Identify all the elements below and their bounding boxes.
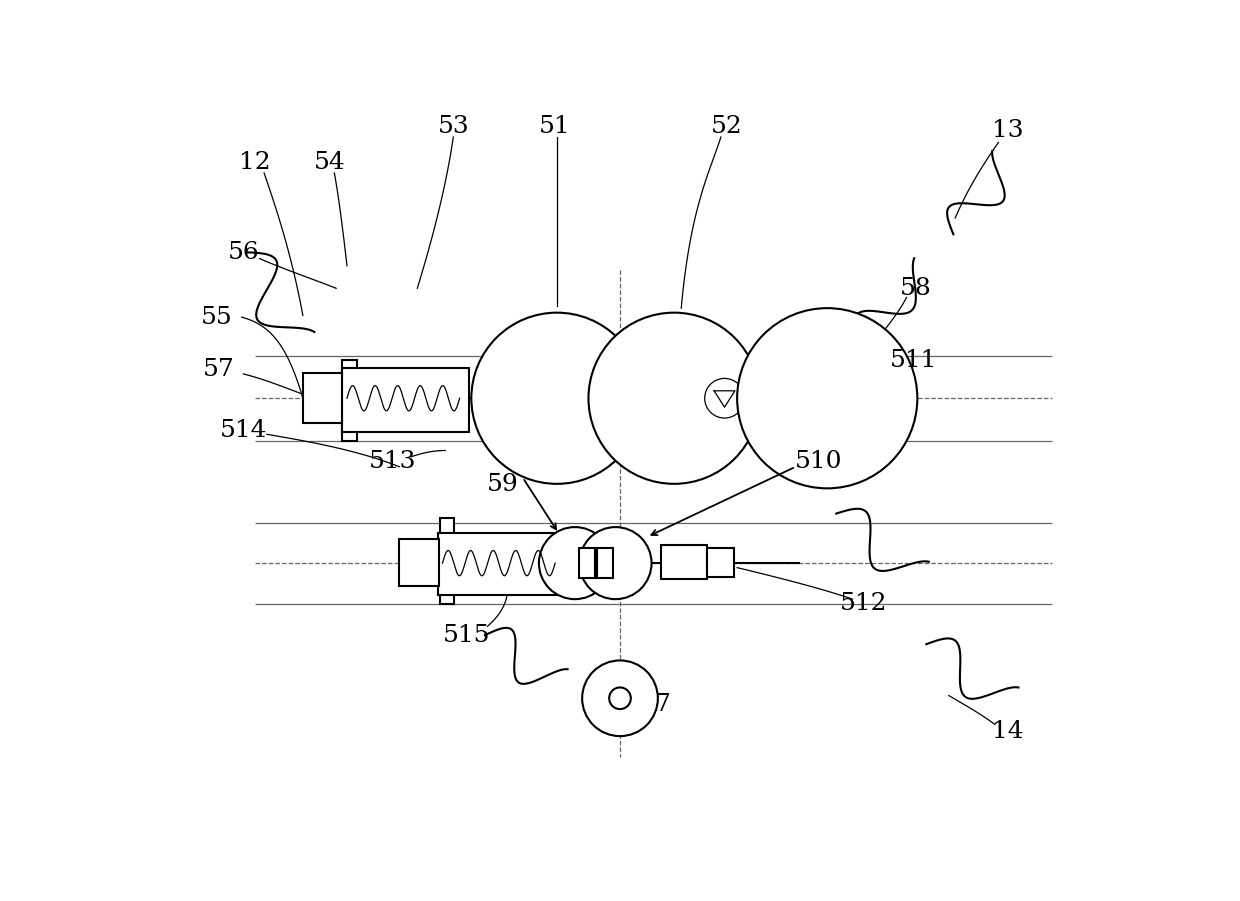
- Text: 59: 59: [487, 473, 518, 496]
- Bar: [342, 360, 357, 441]
- Text: 51: 51: [539, 114, 570, 138]
- Text: 14: 14: [992, 720, 1023, 743]
- Text: 7: 7: [655, 693, 671, 716]
- Text: 53: 53: [438, 114, 469, 138]
- Bar: [707, 548, 734, 577]
- Bar: [579, 548, 595, 578]
- Text: 512: 512: [839, 592, 887, 615]
- Text: 515: 515: [443, 623, 491, 647]
- Text: 12: 12: [239, 150, 270, 174]
- Bar: [661, 545, 707, 579]
- Circle shape: [582, 660, 658, 736]
- Text: 55: 55: [201, 305, 232, 329]
- Text: 510: 510: [795, 450, 842, 473]
- Text: 57: 57: [203, 358, 234, 381]
- Bar: [596, 548, 613, 578]
- Text: 13: 13: [992, 119, 1023, 142]
- Circle shape: [579, 527, 651, 599]
- Circle shape: [471, 313, 642, 484]
- Text: 58: 58: [900, 277, 931, 300]
- Text: 511: 511: [890, 349, 937, 372]
- Text: 56: 56: [227, 241, 259, 264]
- Bar: [303, 373, 342, 423]
- Text: 513: 513: [370, 450, 417, 473]
- Bar: [438, 533, 564, 595]
- Text: 52: 52: [711, 114, 743, 138]
- Circle shape: [704, 378, 744, 418]
- Text: 54: 54: [314, 150, 346, 174]
- Circle shape: [609, 687, 631, 709]
- Bar: [399, 539, 439, 586]
- Circle shape: [539, 527, 611, 599]
- Circle shape: [737, 308, 918, 488]
- Circle shape: [589, 313, 760, 484]
- Bar: [342, 368, 469, 432]
- Bar: [440, 518, 454, 604]
- Text: 514: 514: [219, 419, 267, 442]
